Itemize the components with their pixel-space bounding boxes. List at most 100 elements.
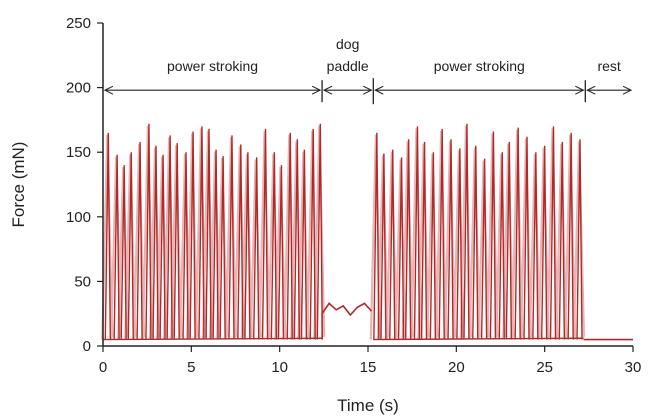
phase-arrowhead-right: [575, 85, 585, 95]
phase-arrowhead-left: [586, 85, 596, 95]
force-peak: [463, 123, 470, 340]
y-tick-label: 0: [83, 338, 91, 355]
force-peak: [447, 139, 454, 340]
force-peak: [286, 132, 293, 340]
force-peak: [277, 165, 285, 340]
force-peak: [472, 145, 479, 340]
trace-halo: [170, 145, 183, 340]
trace-halo: [519, 138, 533, 340]
force-peak: [558, 141, 566, 340]
force-peak: [316, 123, 323, 340]
trace-halo: [376, 155, 389, 340]
phase-arrowhead-right: [622, 85, 633, 95]
y-tick-label: 150: [66, 144, 91, 161]
y-tick-label: 200: [66, 80, 91, 97]
force-peak: [397, 157, 405, 340]
trace-halo: [537, 147, 550, 340]
trace-halo: [297, 151, 310, 340]
force-peak: [549, 126, 557, 340]
force-peak: [261, 128, 269, 340]
y-tick-label: 250: [66, 15, 91, 32]
phase-arrowhead-right: [363, 85, 373, 95]
force-peak: [244, 152, 251, 340]
force-peak: [120, 165, 127, 340]
force-peak: [189, 131, 196, 340]
x-axis-title: Time (s): [337, 396, 399, 415]
force-peak: [198, 126, 205, 340]
axes: 0 50 100 150 200 250 0 5 10 15 20 25 30: [66, 15, 641, 376]
trace-halo: [528, 154, 541, 340]
phase-label: paddle: [327, 58, 369, 74]
trace-halo: [101, 134, 114, 340]
trace-halo: [124, 154, 137, 340]
force-peak: [567, 132, 574, 340]
trace-halo: [133, 143, 146, 340]
force-peak: [404, 139, 412, 340]
trace-halo: [502, 143, 515, 340]
x-tick-label: 10: [271, 359, 288, 376]
trace-halo: [435, 130, 448, 340]
force-peak: [219, 156, 226, 340]
force-peak: [113, 154, 120, 340]
trace-halo: [249, 159, 262, 340]
force-peak: [205, 128, 212, 340]
force-peak: [380, 153, 387, 340]
y-tick-label: 100: [66, 209, 91, 226]
trace-halo: [274, 167, 287, 340]
baseline-trace: [102, 337, 323, 341]
trace-halo: [385, 151, 398, 340]
force-peak: [182, 152, 189, 340]
force-peak: [540, 145, 548, 340]
trace-halo: [486, 133, 499, 340]
force-peak: [212, 149, 219, 340]
trace-halo: [426, 154, 439, 340]
phase-arrowhead-right: [311, 85, 322, 95]
force-peak: [237, 144, 244, 340]
force-peak: [373, 132, 380, 340]
trace-halo: [468, 147, 481, 340]
trace-halo: [546, 128, 559, 340]
force-peak: [532, 152, 539, 340]
force-peak: [498, 152, 505, 340]
x-tick-label: 20: [448, 359, 465, 376]
trace-halo: [224, 137, 238, 340]
force-peak: [505, 141, 513, 340]
trace-halo: [477, 160, 490, 340]
trace-halo: [216, 158, 229, 340]
baseline-trace: [373, 337, 584, 341]
force-peak: [456, 148, 463, 340]
force-peak: [489, 131, 497, 340]
trace-halo: [258, 130, 271, 340]
force-peak: [253, 157, 260, 340]
force-peak: [127, 152, 134, 340]
phase-arrowhead-left: [103, 85, 114, 95]
phase-label: dog: [336, 36, 359, 52]
y-tick-label: 50: [74, 273, 91, 290]
trace-halo: [240, 154, 253, 340]
force-peak: [104, 132, 111, 340]
force-peak: [300, 149, 308, 340]
force-peak: [173, 143, 180, 340]
force-peak: [270, 152, 278, 340]
x-tick-label: 30: [625, 359, 642, 376]
force-peak: [145, 123, 152, 340]
phase-arrowhead-left: [374, 85, 384, 95]
force-peak: [309, 128, 316, 340]
trace-halo: [572, 141, 586, 340]
force-peak: [389, 149, 396, 340]
x-tick-label: 15: [360, 359, 377, 376]
force-peak: [523, 136, 530, 340]
force-peak: [480, 158, 488, 340]
force-peak: [152, 145, 159, 340]
force-peak: [429, 152, 437, 340]
phase-annotations: power stroking dog paddle power stroking res…: [103, 36, 633, 105]
phase-label: power stroking: [167, 58, 258, 74]
trace-halo: [417, 143, 430, 340]
force-peak: [166, 135, 173, 340]
x-tick-label: 5: [187, 359, 195, 376]
dog-paddle-trace: [321, 302, 373, 317]
plot-traces: [101, 123, 633, 341]
force-peak: [514, 127, 521, 340]
force-peak: [576, 139, 583, 340]
